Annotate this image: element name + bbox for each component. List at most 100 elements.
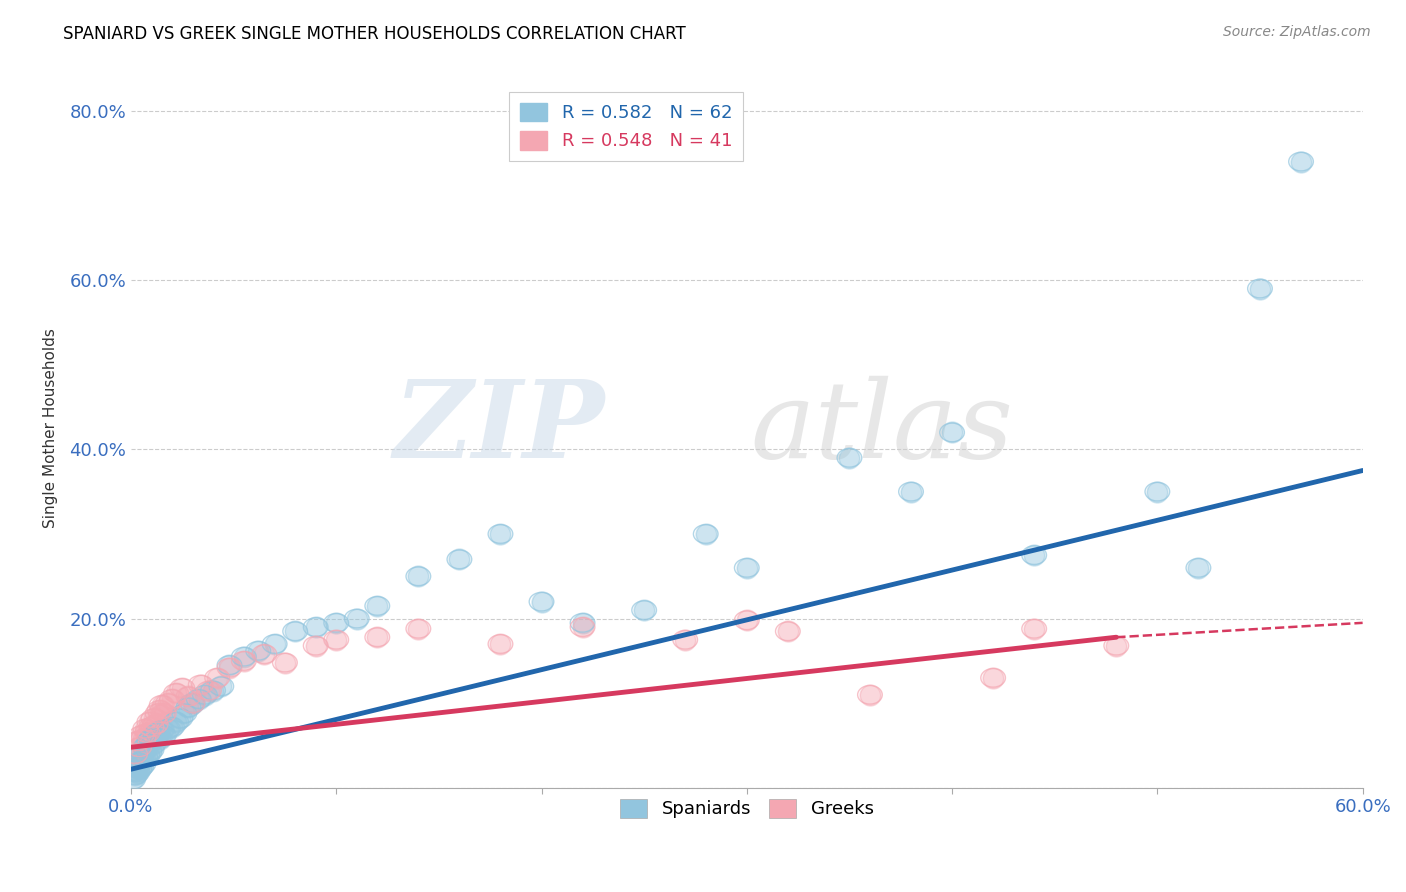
Point [124, 764, 146, 778]
Point [150, 698, 173, 712]
Point [274, 656, 297, 670]
Point [633, 603, 655, 617]
Point [124, 768, 146, 782]
Text: atlas: atlas [751, 376, 1014, 481]
Point [900, 484, 922, 499]
Point [232, 654, 254, 668]
Point [1024, 622, 1046, 636]
Point [366, 630, 388, 644]
Point [181, 696, 204, 710]
Point [218, 658, 240, 673]
Point [981, 671, 1004, 685]
Point [571, 620, 593, 634]
Point [202, 683, 225, 698]
Point [165, 714, 187, 729]
Point [247, 644, 270, 658]
Point [149, 703, 172, 717]
Point [124, 747, 146, 761]
Point [127, 734, 149, 748]
Point [145, 717, 167, 731]
Point [146, 706, 169, 721]
Point [1146, 484, 1168, 499]
Point [160, 720, 183, 734]
Point [138, 745, 160, 759]
Point [129, 728, 152, 742]
Text: Source: ZipAtlas.com: Source: ZipAtlas.com [1223, 25, 1371, 39]
Point [198, 683, 221, 698]
Point [776, 624, 799, 639]
Point [129, 754, 152, 768]
Point [136, 726, 159, 740]
Point [141, 720, 163, 734]
Point [132, 757, 155, 772]
Point [129, 748, 152, 763]
Point [838, 450, 860, 465]
Point [673, 632, 696, 647]
Point [142, 711, 165, 725]
Point [218, 661, 240, 675]
Point [127, 760, 149, 774]
Point [153, 706, 176, 721]
Point [449, 552, 471, 566]
Point [695, 527, 717, 541]
Point [132, 731, 155, 746]
Y-axis label: Single Mother Households: Single Mother Households [44, 328, 58, 528]
Text: ZIP: ZIP [394, 376, 605, 481]
Point [156, 722, 179, 736]
Point [138, 714, 160, 729]
Point [142, 737, 165, 751]
Point [141, 731, 163, 746]
Point [138, 734, 160, 748]
Point [263, 637, 285, 651]
Point [735, 561, 758, 575]
Point [366, 599, 388, 613]
Point [127, 765, 149, 780]
Point [156, 696, 179, 710]
Point [571, 615, 593, 630]
Point [136, 739, 159, 753]
Point [160, 692, 183, 706]
Point [169, 711, 191, 725]
Point [346, 612, 368, 626]
Point [325, 632, 347, 647]
Point [177, 690, 200, 704]
Point [253, 647, 276, 661]
Point [489, 527, 512, 541]
Point [194, 688, 217, 702]
Point [146, 726, 169, 740]
Point [1024, 548, 1046, 562]
Point [173, 706, 195, 721]
Point [941, 425, 963, 440]
Point [136, 748, 159, 763]
Point [165, 686, 187, 700]
Point [1249, 281, 1271, 295]
Point [128, 740, 150, 755]
Point [134, 740, 156, 755]
Point [1289, 154, 1312, 169]
Point [305, 639, 328, 653]
Point [187, 692, 209, 706]
Point [149, 731, 172, 746]
Point [145, 730, 167, 744]
Point [190, 678, 212, 692]
Point [284, 624, 307, 639]
Point [181, 696, 204, 710]
Point [735, 613, 758, 627]
Point [408, 622, 430, 636]
Point [209, 679, 232, 693]
Legend: Spaniards, Greeks: Spaniards, Greeks [613, 792, 880, 826]
Point [122, 772, 145, 787]
Point [150, 723, 173, 738]
Point [132, 745, 155, 759]
Point [489, 637, 512, 651]
Point [128, 762, 150, 776]
Point [1187, 561, 1209, 575]
Point [305, 620, 328, 634]
Point [1105, 639, 1128, 653]
Point [153, 728, 176, 742]
Text: SPANIARD VS GREEK SINGLE MOTHER HOUSEHOLDS CORRELATION CHART: SPANIARD VS GREEK SINGLE MOTHER HOUSEHOL… [63, 25, 686, 43]
Point [177, 700, 200, 714]
Point [129, 760, 152, 774]
Point [859, 688, 882, 702]
Point [134, 722, 156, 736]
